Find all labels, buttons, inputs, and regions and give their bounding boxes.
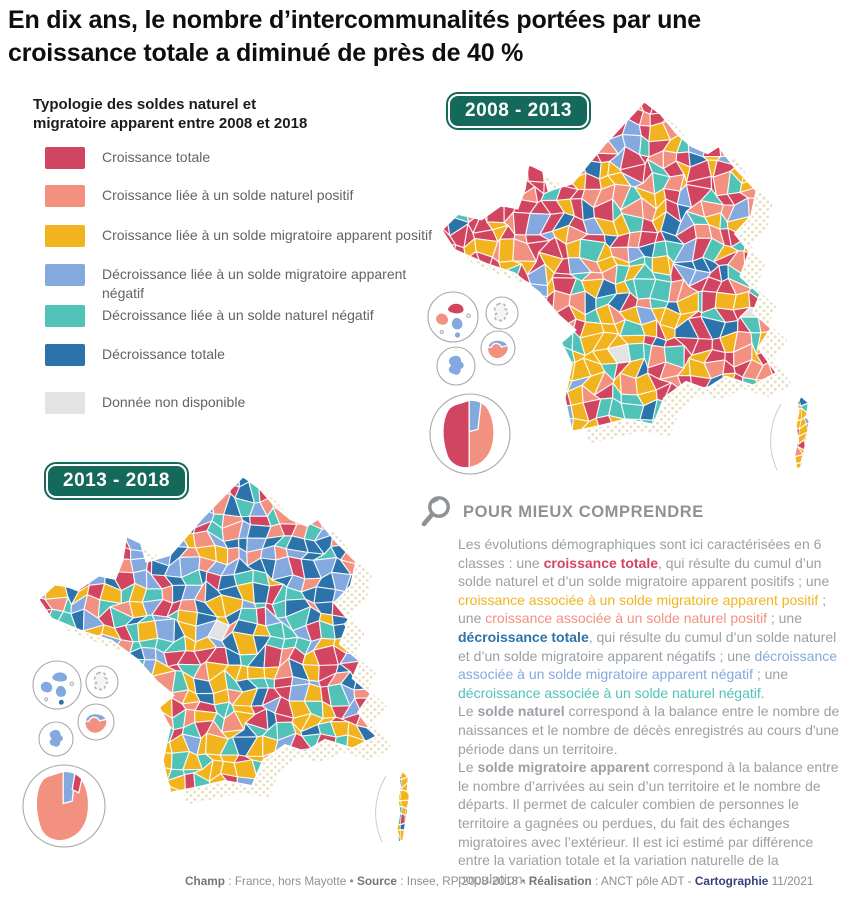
text-run: Le: [458, 759, 478, 776]
legend-item-dark_blue: Décroissance totale: [45, 344, 436, 366]
legend-item-teal: Décroissance liée à un solde naturel nég…: [45, 305, 436, 327]
text-run: Les évolutions démographiques sont ici c…: [458, 536, 822, 571]
term-navy: Cartographie: [694, 874, 769, 888]
text-run: correspond à la balance entre le nombre …: [458, 759, 839, 887]
explainer-paragraph: Les évolutions démographiques sont ici c…: [458, 535, 845, 702]
legend-swatch-red: [45, 147, 85, 169]
legend: Typologie des soldes naturel et migratoi…: [33, 95, 435, 427]
legend-item-no_data: Donnée non disponible: [45, 392, 436, 414]
text-run: correspond à la balance entre le nombre …: [458, 703, 840, 757]
inset-la_reunion: [480, 330, 516, 366]
legend-item-label: Donnée non disponible: [102, 394, 246, 410]
text-run: : Insee, RP 2008-2018 •: [396, 874, 529, 888]
text-run: , qui résulte du cumul d’un solde nature…: [458, 554, 830, 590]
explainer-paragraph: Le solde migratoire apparent correspond …: [458, 758, 845, 888]
text-run: ; une: [752, 666, 788, 683]
legend-item-yellow: Croissance liée à un solde migratoire ap…: [45, 225, 436, 247]
inset-guyane: [429, 393, 511, 475]
legend-item-light_blue: Décroissance liée à un solde migratoire …: [45, 264, 436, 303]
term-light_blue: décroissance associée à un solde migrato…: [458, 647, 838, 683]
text-run: solde migratoire apparent: [477, 759, 650, 776]
inset-martinique: [38, 721, 74, 757]
inset-martinique: [436, 346, 476, 386]
term-red: croissance totale: [543, 554, 658, 571]
term-yellow: croissance associée à un solde migratoir…: [458, 591, 819, 608]
legend-swatch-dark_blue: [45, 344, 85, 366]
legend-item-label: Croissance liée à un solde migratoire ap…: [102, 227, 432, 243]
explainer-paragraph: Le solde naturel correspond à la balance…: [458, 702, 845, 758]
magnifier-icon: [421, 496, 450, 527]
period-badge-2013-2018: 2013 - 2018: [46, 464, 187, 498]
term-dark_blue: décroissance totale: [458, 628, 589, 645]
explainer-title: POUR MIEUX COMPRENDRE: [463, 502, 704, 521]
term-salmon: croissance associée à un solde naturel p…: [485, 610, 767, 627]
text-run: ; une: [766, 610, 802, 627]
legend-title-line1: Typologie des soldes naturel et: [33, 96, 257, 113]
page-title-line1: En dix ans, le nombre d’intercommunalité…: [8, 6, 701, 34]
text-run: .: [760, 684, 765, 701]
text-run: Source: [356, 874, 397, 888]
map-2008-2013: [427, 100, 810, 475]
text-run: Le: [458, 703, 478, 720]
text-run: 11/2021: [768, 874, 814, 888]
inset-la_reunion: [77, 703, 115, 741]
page-title: En dix ans, le nombre d’intercommunalité…: [8, 4, 823, 70]
legend-swatch-no_data: [45, 392, 85, 414]
legend-swatch-teal: [45, 305, 85, 327]
legend-item-label: Décroissance liée à un solde naturel nég…: [102, 307, 374, 323]
map-2013-2018: [22, 475, 410, 848]
text-run: Champ: [185, 874, 225, 888]
legend-item-label: Décroissance totale: [102, 346, 225, 362]
legend-title: Typologie des soldes naturel et migratoi…: [33, 95, 435, 133]
page-title-line2: croissance totale a diminué de près de 4…: [8, 39, 524, 67]
explainer-header: POUR MIEUX COMPRENDRE: [418, 494, 845, 530]
legend-title-line2: migratoire apparent entre 2008 et 2018: [33, 115, 308, 132]
text-run: : France, hors Mayotte •: [224, 874, 357, 888]
legend-swatch-salmon: [45, 185, 85, 207]
legend-swatch-light_blue: [45, 264, 85, 286]
text-run: : ANCT pôle ADT -: [591, 874, 695, 888]
inset-guadeloupe: [32, 660, 82, 710]
inset-guyane: [22, 764, 106, 848]
inset-guadeloupe: [427, 291, 479, 343]
text-run: solde naturel: [477, 703, 565, 720]
explainer-section: POUR MIEUX COMPRENDRE Les évolutions dém…: [418, 494, 845, 888]
text-run: ; une: [458, 591, 827, 627]
corsica: [396, 770, 410, 843]
period-badge-2008-2013: 2008 - 2013: [448, 94, 589, 128]
term-teal: décroissance associée à un solde naturel…: [458, 684, 761, 701]
corsica: [794, 395, 810, 470]
text-run: Réalisation: [528, 874, 592, 888]
inset-mayotte: [85, 665, 119, 699]
legend-swatch-yellow: [45, 225, 85, 247]
footer-credits: Champ : France, hors Mayotte • Source : …: [185, 874, 813, 888]
legend-item-red: Croissance totale: [45, 147, 436, 169]
legend-item-label: Croissance liée à un solde naturel posit…: [102, 187, 354, 203]
text-run: , qui résulte du cumul d’un solde nature…: [458, 628, 837, 664]
legend-item-label: Décroissance liée à un solde migratoire …: [102, 266, 407, 301]
inset-mayotte: [485, 296, 519, 330]
legend-item-salmon: Croissance liée à un solde naturel posit…: [45, 185, 436, 207]
legend-item-label: Croissance totale: [102, 149, 211, 165]
explainer-body: Les évolutions démographiques sont ici c…: [458, 535, 845, 888]
